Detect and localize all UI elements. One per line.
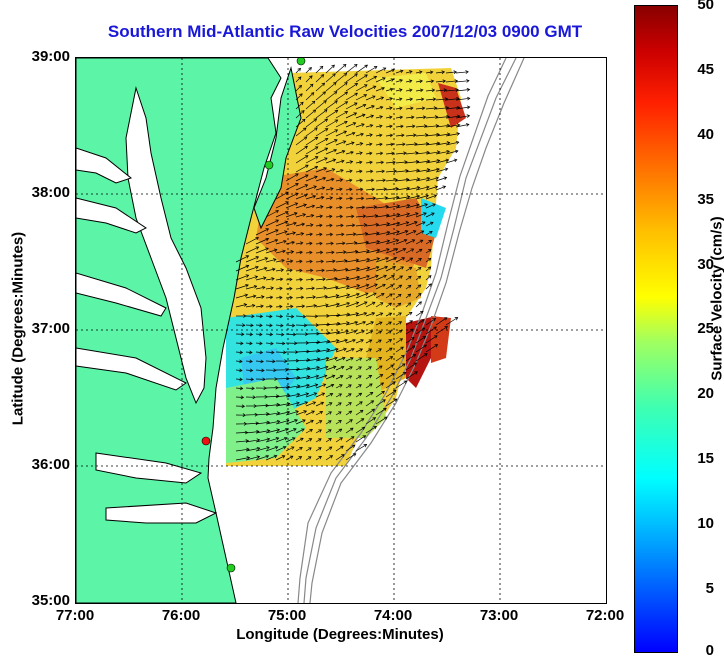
colorbar-label: Surface Velocity (cm/s) [708, 216, 724, 381]
x-axis-label: Longitude (Degrees:Minutes) [236, 626, 444, 643]
bay-water [76, 86, 218, 524]
x-tick-label: 74:00 [373, 607, 413, 624]
map-plot-area[interactable] [75, 57, 607, 604]
colorbar-tick: 40 [697, 126, 714, 143]
colorbar-tick: 30 [697, 256, 714, 273]
map-title: Southern Mid-Atlantic Raw Velocities 200… [107, 22, 583, 41]
x-tick-label: 72:00 [585, 607, 625, 624]
y-tick-label: 35:00 [31, 592, 70, 609]
station-marker[interactable] [296, 58, 306, 66]
bathymetry-contours [297, 58, 525, 603]
y-tick-label: 37:00 [31, 320, 70, 337]
x-tick-label: 76:00 [161, 607, 201, 624]
velocity-vectors [235, 63, 471, 461]
colorbar-tick: 20 [697, 385, 714, 402]
colorbar [634, 5, 678, 653]
station-marker[interactable] [226, 563, 236, 573]
x-tick-label: 73:00 [479, 607, 519, 624]
map-canvas[interactable] [76, 58, 606, 603]
x-tick-label: 75:00 [267, 607, 307, 624]
grid-lines [76, 58, 606, 603]
x-tick-label: 77:00 [55, 607, 95, 624]
colorbar-tick: 50 [697, 0, 714, 13]
colorbar-tick: 45 [697, 61, 714, 78]
station-marker[interactable] [201, 436, 211, 446]
colorbar-tick: 25 [697, 320, 714, 337]
y-axis-label: Latitude (Degrees:Minutes) [9, 231, 27, 426]
colorbar-tick: 15 [697, 450, 714, 467]
radar-stations[interactable] [201, 58, 306, 573]
station-marker[interactable] [264, 160, 274, 170]
colorbar-tick: 35 [697, 191, 714, 208]
y-tick-label: 36:00 [31, 456, 70, 473]
colorbar-tick: 0 [705, 642, 714, 659]
colorbar-tick: 5 [705, 580, 714, 597]
colorbar-tick: 10 [697, 515, 714, 532]
y-tick-label: 38:00 [31, 184, 70, 201]
y-tick-label: 39:00 [31, 48, 70, 65]
